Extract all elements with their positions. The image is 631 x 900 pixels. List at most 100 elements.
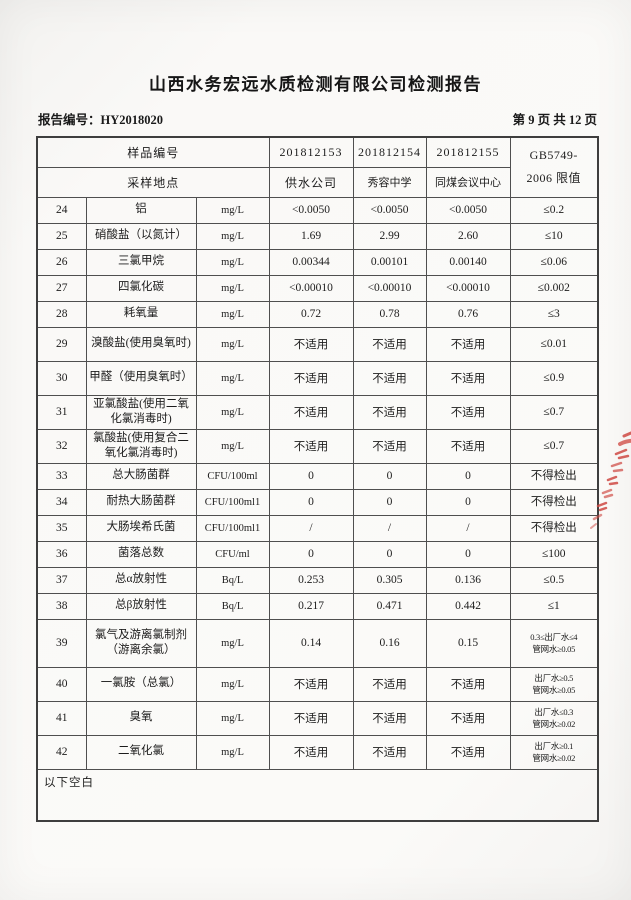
- page-indicator: 第 9 页 共 12 页: [512, 113, 597, 127]
- cell-no: 30: [36, 360, 87, 396]
- table-row: 26 三氯甲烷 mg/L 0.00344 0.00101 0.00140 ≤0.…: [36, 248, 599, 276]
- cell-value: 0.72: [268, 300, 354, 328]
- table-row: 39 氯气及游离氯制剂 （游离余氯） mg/L 0.14 0.16 0.15 0…: [36, 618, 599, 668]
- table-row: 30 甲醛（使用臭氧时） mg/L 不适用 不适用 不适用 ≤0.9: [36, 360, 599, 396]
- cell-limit: ≤0.7: [509, 428, 599, 464]
- cell-param: 铝: [85, 196, 197, 224]
- cell-value: <0.0050: [268, 196, 354, 224]
- report-meta: 报告编号：HY2018020 第 9 页 共 12 页: [38, 109, 597, 128]
- location-label: 采样地点: [36, 166, 270, 198]
- cell-param: 大肠埃希氏菌: [85, 514, 197, 542]
- cell-param: 耐热大肠菌群: [85, 488, 197, 516]
- cell-no: 40: [36, 666, 87, 702]
- table-row: 42 二氧化氯 mg/L 不适用 不适用 不适用 出厂水≥0.1 管网水≥0.0…: [36, 734, 599, 770]
- cell-value: 不适用: [268, 734, 354, 770]
- cell-limit: ≤10: [509, 222, 599, 250]
- cell-value: 0: [268, 540, 354, 568]
- cell-limit: 不得检出: [509, 462, 599, 490]
- cell-value: 不适用: [352, 700, 427, 736]
- footer-row: 以下空白: [36, 768, 599, 822]
- sample-id-2: 201812154: [352, 136, 427, 168]
- cell-value: 不适用: [352, 428, 427, 464]
- table-row: 34 耐热大肠菌群 CFU/100ml1 0 0 0 不得检出: [36, 488, 599, 516]
- cell-value: 不适用: [268, 326, 354, 362]
- cell-value: 2.60: [425, 222, 511, 250]
- cell-limit: ≤0.7: [509, 394, 599, 430]
- cell-value: 0: [352, 540, 427, 568]
- cell-value: 0: [425, 488, 511, 516]
- cell-param: 氯酸盐(使用复合二氧化氯消毒时): [85, 428, 197, 464]
- cell-no: 35: [36, 514, 87, 542]
- cell-value: 不适用: [425, 700, 511, 736]
- cell-value: 不适用: [268, 666, 354, 702]
- cell-no: 24: [36, 196, 87, 224]
- cell-no: 33: [36, 462, 87, 490]
- cell-value: <0.0050: [425, 196, 511, 224]
- cell-value: 0.253: [268, 566, 354, 594]
- cell-value: 不适用: [268, 428, 354, 464]
- cell-value: 0.471: [352, 592, 427, 620]
- cell-limit: ≤0.06: [509, 248, 599, 276]
- cell-value: 不适用: [268, 394, 354, 430]
- cell-param: 亚氯酸盐(使用二氧化氯消毒时): [85, 394, 197, 430]
- table-row: 31 亚氯酸盐(使用二氧化氯消毒时) mg/L 不适用 不适用 不适用 ≤0.7: [36, 394, 599, 430]
- cell-limit: ≤100: [509, 540, 599, 568]
- cell-value: 不适用: [425, 326, 511, 362]
- table-row: 24 铝 mg/L <0.0050 <0.0050 <0.0050 ≤0.2: [36, 196, 599, 224]
- limit-column-header: GB5749- 2006 限值: [509, 136, 599, 198]
- sample-id-label: 样品编号: [36, 136, 270, 168]
- cell-no: 37: [36, 566, 87, 594]
- cell-value: 不适用: [352, 394, 427, 430]
- cell-param: 耗氧量: [85, 300, 197, 328]
- cell-unit: mg/L: [195, 700, 270, 736]
- cell-limit: 0.3≤出厂水≤4 管网水≥0.05: [509, 618, 599, 668]
- cell-value: 0.00344: [268, 248, 354, 276]
- cell-value: 不适用: [425, 428, 511, 464]
- cell-limit: ≤1: [509, 592, 599, 620]
- cell-value: /: [268, 514, 354, 542]
- cell-unit: mg/L: [195, 618, 270, 668]
- sample-id-1: 201812153: [268, 136, 354, 168]
- cell-unit: Bq/L: [195, 566, 270, 594]
- table-row: 40 一氯胺（总氯） mg/L 不适用 不适用 不适用 出厂水≥0.5 管网水≥…: [36, 666, 599, 702]
- cell-no: 31: [36, 394, 87, 430]
- cell-limit: 不得检出: [509, 488, 599, 516]
- cell-limit: ≤0.002: [509, 274, 599, 302]
- cell-value: 不适用: [425, 360, 511, 396]
- cell-param: 总α放射性: [85, 566, 197, 594]
- cell-value: /: [352, 514, 427, 542]
- table-row: 35 大肠埃希氏菌 CFU/100ml1 / / / 不得检出: [36, 514, 599, 542]
- cell-value: 0.442: [425, 592, 511, 620]
- cell-unit: CFU/ml: [195, 540, 270, 568]
- cell-limit: 出厂水≥0.5 管网水≥0.05: [509, 666, 599, 702]
- cell-value: 0.76: [425, 300, 511, 328]
- cell-limit: ≤0.5: [509, 566, 599, 594]
- limit-header-line1: GB5749-: [529, 148, 578, 163]
- cell-value: 2.99: [352, 222, 427, 250]
- location-1: 供水公司: [268, 166, 354, 198]
- cell-no: 38: [36, 592, 87, 620]
- cell-param: 甲醛（使用臭氧时）: [85, 360, 197, 396]
- table-row: 29 溴酸盐(使用臭氧时) mg/L 不适用 不适用 不适用 ≤0.01: [36, 326, 599, 362]
- limit-header-line2: 2006 限值: [526, 171, 581, 186]
- cell-unit: mg/L: [195, 666, 270, 702]
- cell-param: 臭氧: [85, 700, 197, 736]
- cell-unit: mg/L: [195, 734, 270, 770]
- cell-value: 0: [425, 462, 511, 490]
- header-row-location: 采样地点 供水公司 秀容中学 同煤会议中心: [36, 166, 598, 198]
- cell-no: 41: [36, 700, 87, 736]
- sample-id-3: 201812155: [425, 136, 511, 168]
- cell-unit: mg/L: [195, 274, 270, 302]
- page-title: 山西水务宏远水质检测有限公司检测报告: [149, 75, 482, 94]
- cell-param: 四氯化碳: [85, 274, 197, 302]
- cell-no: 27: [36, 274, 87, 302]
- cell-unit: mg/L: [195, 248, 270, 276]
- cell-value: 0.14: [268, 618, 354, 668]
- cell-no: 36: [36, 540, 87, 568]
- cell-limit: 出厂水≥0.1 管网水≥0.02: [509, 734, 599, 770]
- cell-value: 0: [268, 488, 354, 516]
- cell-value: 不适用: [425, 666, 511, 702]
- cell-value: <0.00010: [268, 274, 354, 302]
- cell-param: 一氯胺（总氯）: [85, 666, 197, 702]
